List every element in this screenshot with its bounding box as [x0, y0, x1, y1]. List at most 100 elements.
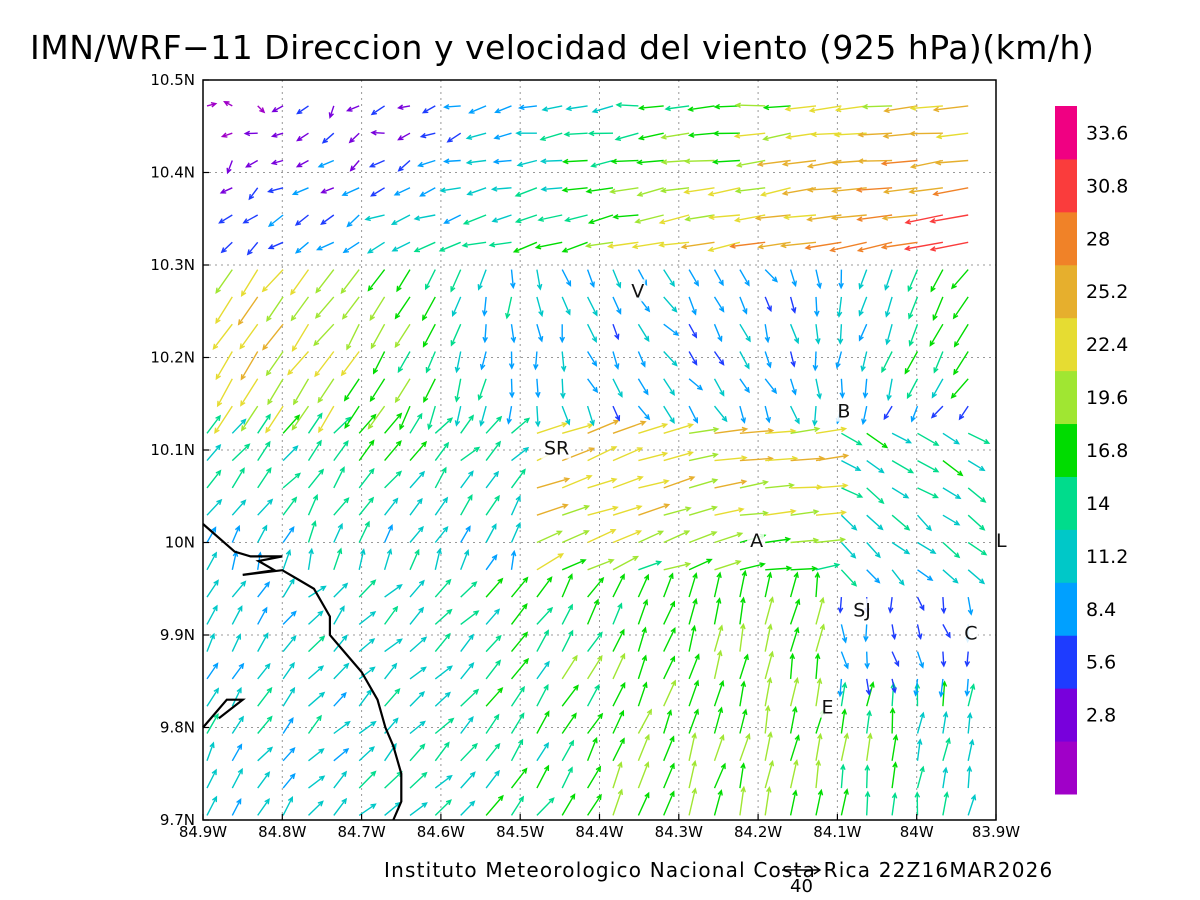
wind-arrow — [739, 405, 746, 424]
wind-arrow — [231, 662, 245, 680]
wind-arrow — [460, 549, 470, 571]
colorbar-segment — [1055, 106, 1077, 160]
wind-arrow — [952, 296, 969, 320]
wind-arrow — [307, 547, 314, 570]
wind-arrow — [638, 560, 663, 571]
wind-arrow — [637, 405, 651, 421]
wind-arrow — [434, 466, 447, 489]
wind-arrow — [409, 802, 428, 816]
wind-arrow — [638, 451, 669, 462]
reference-vector-label: 40 — [790, 876, 813, 897]
wind-arrow — [815, 426, 848, 434]
wind-arrow — [815, 788, 824, 816]
wind-arrow — [561, 739, 575, 762]
wind-arrow — [688, 378, 704, 391]
coastline — [202, 523, 403, 821]
wind-arrow — [612, 602, 623, 625]
wind-arrow — [663, 626, 676, 652]
wind-arrow — [812, 351, 819, 372]
wind-arrow — [587, 558, 615, 571]
wind-arrow — [762, 132, 791, 141]
wind-arrow — [561, 793, 576, 816]
wind-arrow — [434, 441, 450, 462]
wind-arrow — [409, 579, 425, 598]
wind-arrow — [295, 159, 309, 168]
wind-arrow — [536, 606, 554, 625]
wind-arrow — [561, 405, 571, 426]
wind-arrow — [560, 378, 566, 400]
wind-arrow — [314, 351, 335, 378]
wind-arrow — [591, 105, 614, 114]
wind-arrow — [804, 241, 842, 251]
lat-tick-label: 10.1N — [150, 441, 195, 459]
colorbar-segment — [1055, 529, 1077, 583]
wind-arrow — [942, 514, 961, 526]
wind-arrow — [586, 405, 595, 427]
wind-arrow — [282, 610, 297, 625]
wind-arrow — [292, 378, 310, 406]
wind-arrow — [492, 158, 512, 165]
wind-arrow — [612, 709, 625, 734]
wind-arrow — [612, 351, 620, 370]
wind-arrow — [614, 132, 639, 141]
wind-arrow — [739, 351, 750, 370]
wind-arrow — [713, 571, 722, 598]
wind-arrow — [637, 681, 648, 707]
wind-arrow — [214, 405, 233, 435]
wind-arrow — [308, 635, 326, 653]
wind-arrow — [864, 764, 871, 789]
lat-tick-label: 10.4N — [150, 164, 195, 182]
wind-arrow — [967, 432, 991, 444]
wind-arrow — [942, 569, 959, 584]
wind-arrow — [282, 747, 296, 762]
wind-arrow — [735, 159, 766, 168]
wind-arrow — [612, 420, 647, 434]
wind-arrow — [780, 241, 817, 249]
wind-arrow — [814, 571, 821, 598]
place-label-bg — [961, 621, 979, 644]
wind-arrow — [308, 665, 325, 680]
wind-arrow — [206, 632, 215, 652]
wind-arrow — [789, 789, 798, 816]
wind-arrow — [866, 709, 872, 734]
wind-arrow — [866, 460, 885, 474]
wind-arrow — [328, 105, 335, 119]
wind-arrow — [739, 708, 748, 734]
wind-arrow — [427, 405, 436, 431]
wind-arrow — [739, 296, 748, 315]
wind-arrow — [688, 351, 698, 366]
colorbar-segment — [1055, 370, 1077, 425]
wind-arrow — [813, 296, 820, 318]
wind-arrow — [834, 105, 867, 113]
wind-arrow — [789, 734, 800, 762]
wind-arrow — [840, 624, 848, 644]
colorbar-segment — [1055, 423, 1077, 477]
wind-arrow — [838, 269, 844, 290]
wind-arrow — [714, 426, 749, 434]
wind-arrow — [932, 296, 944, 321]
wind-arrow — [764, 786, 772, 816]
wind-arrow — [451, 296, 462, 318]
wind-arrow — [861, 405, 868, 426]
wind-arrow — [765, 536, 792, 544]
wind-arrow — [231, 524, 241, 543]
wind-arrow — [839, 378, 846, 399]
wind-arrow — [394, 378, 411, 404]
wind-arrow — [240, 378, 259, 407]
wind-arrow — [242, 214, 259, 224]
wind-arrow — [714, 455, 748, 462]
wind-arrow — [231, 418, 247, 434]
lat-tick-label: 9.7N — [160, 811, 195, 829]
wind-arrow — [764, 269, 779, 283]
wind-arrow — [610, 158, 639, 165]
wind-arrow — [394, 323, 411, 349]
wind-arrow — [840, 732, 850, 761]
wind-arrow — [460, 688, 480, 707]
wind-arrow — [861, 103, 893, 110]
wind-arrow — [307, 520, 317, 543]
wind-arrow — [333, 439, 349, 462]
wind-arrow — [364, 214, 385, 222]
wind-arrow — [540, 186, 563, 192]
wind-arrow — [514, 187, 538, 197]
wind-arrow — [688, 296, 697, 316]
